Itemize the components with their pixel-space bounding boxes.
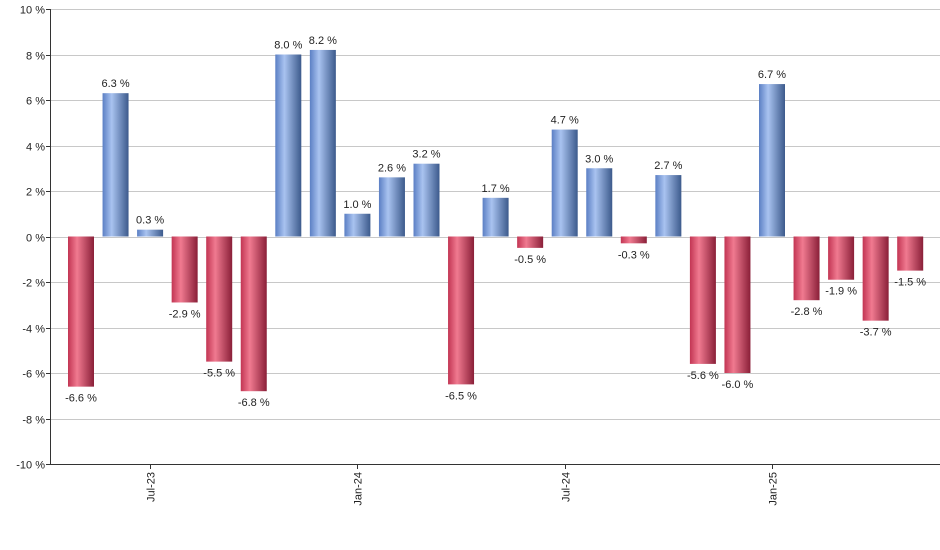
positive-bar: [137, 229, 164, 237]
y-tick-label: 8 %: [26, 51, 45, 63]
data-label: 6.7 %: [758, 69, 786, 81]
x-axis-tick-labels: Jul-23 Jan-24 Jul-24 Jan-25: [146, 464, 780, 506]
positive-bar: [378, 177, 405, 237]
positive-bar: [655, 175, 682, 237]
y-tick-label: 10 %: [20, 5, 45, 17]
positive-bar: [586, 168, 613, 237]
positive-bar: [275, 54, 302, 237]
positive-bar: [482, 197, 509, 237]
positive-bar: [102, 93, 129, 237]
data-label: 2.7 %: [654, 160, 682, 172]
negative-bar: [68, 236, 94, 387]
data-labels: -6.6 % 6.3 % 0.3 % -2.9 % -5.5 % -6.8 % 8.0 % 8…: [65, 35, 926, 409]
negative-bar: [517, 236, 544, 248]
data-label: 4.7 %: [551, 115, 579, 127]
data-label: -5.6 %: [687, 370, 719, 382]
positive-bar: [759, 84, 785, 237]
data-label: 3.2 %: [412, 149, 440, 161]
data-label: 1.0 %: [343, 199, 371, 211]
data-label: -1.5 %: [894, 277, 926, 289]
negative-bar: [689, 236, 716, 364]
negative-bar: [240, 236, 267, 392]
negative-bar: [206, 236, 233, 362]
positive-bar: [551, 129, 578, 237]
negative-bar: [828, 236, 855, 280]
y-tick-label: -10 %: [16, 460, 45, 472]
data-label: -2.9 %: [169, 308, 201, 320]
data-label: 6.3 %: [101, 78, 129, 90]
data-label: -1.9 %: [825, 286, 857, 298]
data-label: 8.2 %: [309, 35, 337, 47]
data-label: -5.5 %: [203, 368, 235, 380]
negative-bar: [448, 236, 475, 385]
positive-bar: [344, 213, 371, 237]
y-tick-label: 0 %: [26, 233, 45, 245]
x-tick-label: Jan-25: [768, 472, 780, 506]
data-label: 8.0 %: [274, 40, 302, 52]
y-axis-tick-labels: -10 % -8 % -6 % -4 % -2 % 0 % 2 % 4 % 6 % 8 % 10 %: [16, 5, 45, 472]
negative-bar: [724, 236, 751, 373]
y-tick-label: -4 %: [22, 324, 45, 336]
negative-bar: [171, 236, 198, 303]
negative-bar: [620, 236, 647, 244]
negative-bar: [897, 236, 924, 271]
gridlines: [46, 9, 940, 465]
data-label: 3.0 %: [585, 153, 613, 165]
negative-bar: [862, 236, 889, 321]
data-label: 2.6 %: [378, 162, 406, 174]
data-label: -2.8 %: [791, 306, 823, 318]
positive-bar: [309, 49, 336, 237]
y-tick-label: -2 %: [22, 278, 45, 290]
y-tick-label: 2 %: [26, 187, 45, 199]
data-label: -3.7 %: [860, 327, 892, 339]
y-tick-label: -6 %: [22, 369, 45, 381]
negative-bar: [793, 236, 820, 301]
y-tick-label: -8 %: [22, 415, 45, 427]
y-tick-label: 4 %: [26, 142, 45, 154]
x-tick-label: Jul-24: [561, 472, 573, 502]
data-label: 0.3 %: [136, 215, 164, 227]
data-label: -0.5 %: [514, 254, 546, 266]
x-tick-label: Jul-23: [146, 472, 158, 502]
data-label: -6.6 %: [65, 393, 97, 405]
bars: [68, 49, 924, 392]
positive-bar: [413, 163, 440, 237]
data-label: -0.3 %: [618, 249, 650, 261]
x-tick-label: Jan-24: [353, 472, 365, 506]
data-label: 1.7 %: [482, 183, 510, 195]
data-label: -6.8 %: [238, 397, 270, 409]
y-tick-label: 6 %: [26, 96, 45, 108]
data-label: -6.0 %: [722, 379, 754, 391]
axes: [50, 9, 940, 465]
data-label: -6.5 %: [445, 390, 477, 402]
